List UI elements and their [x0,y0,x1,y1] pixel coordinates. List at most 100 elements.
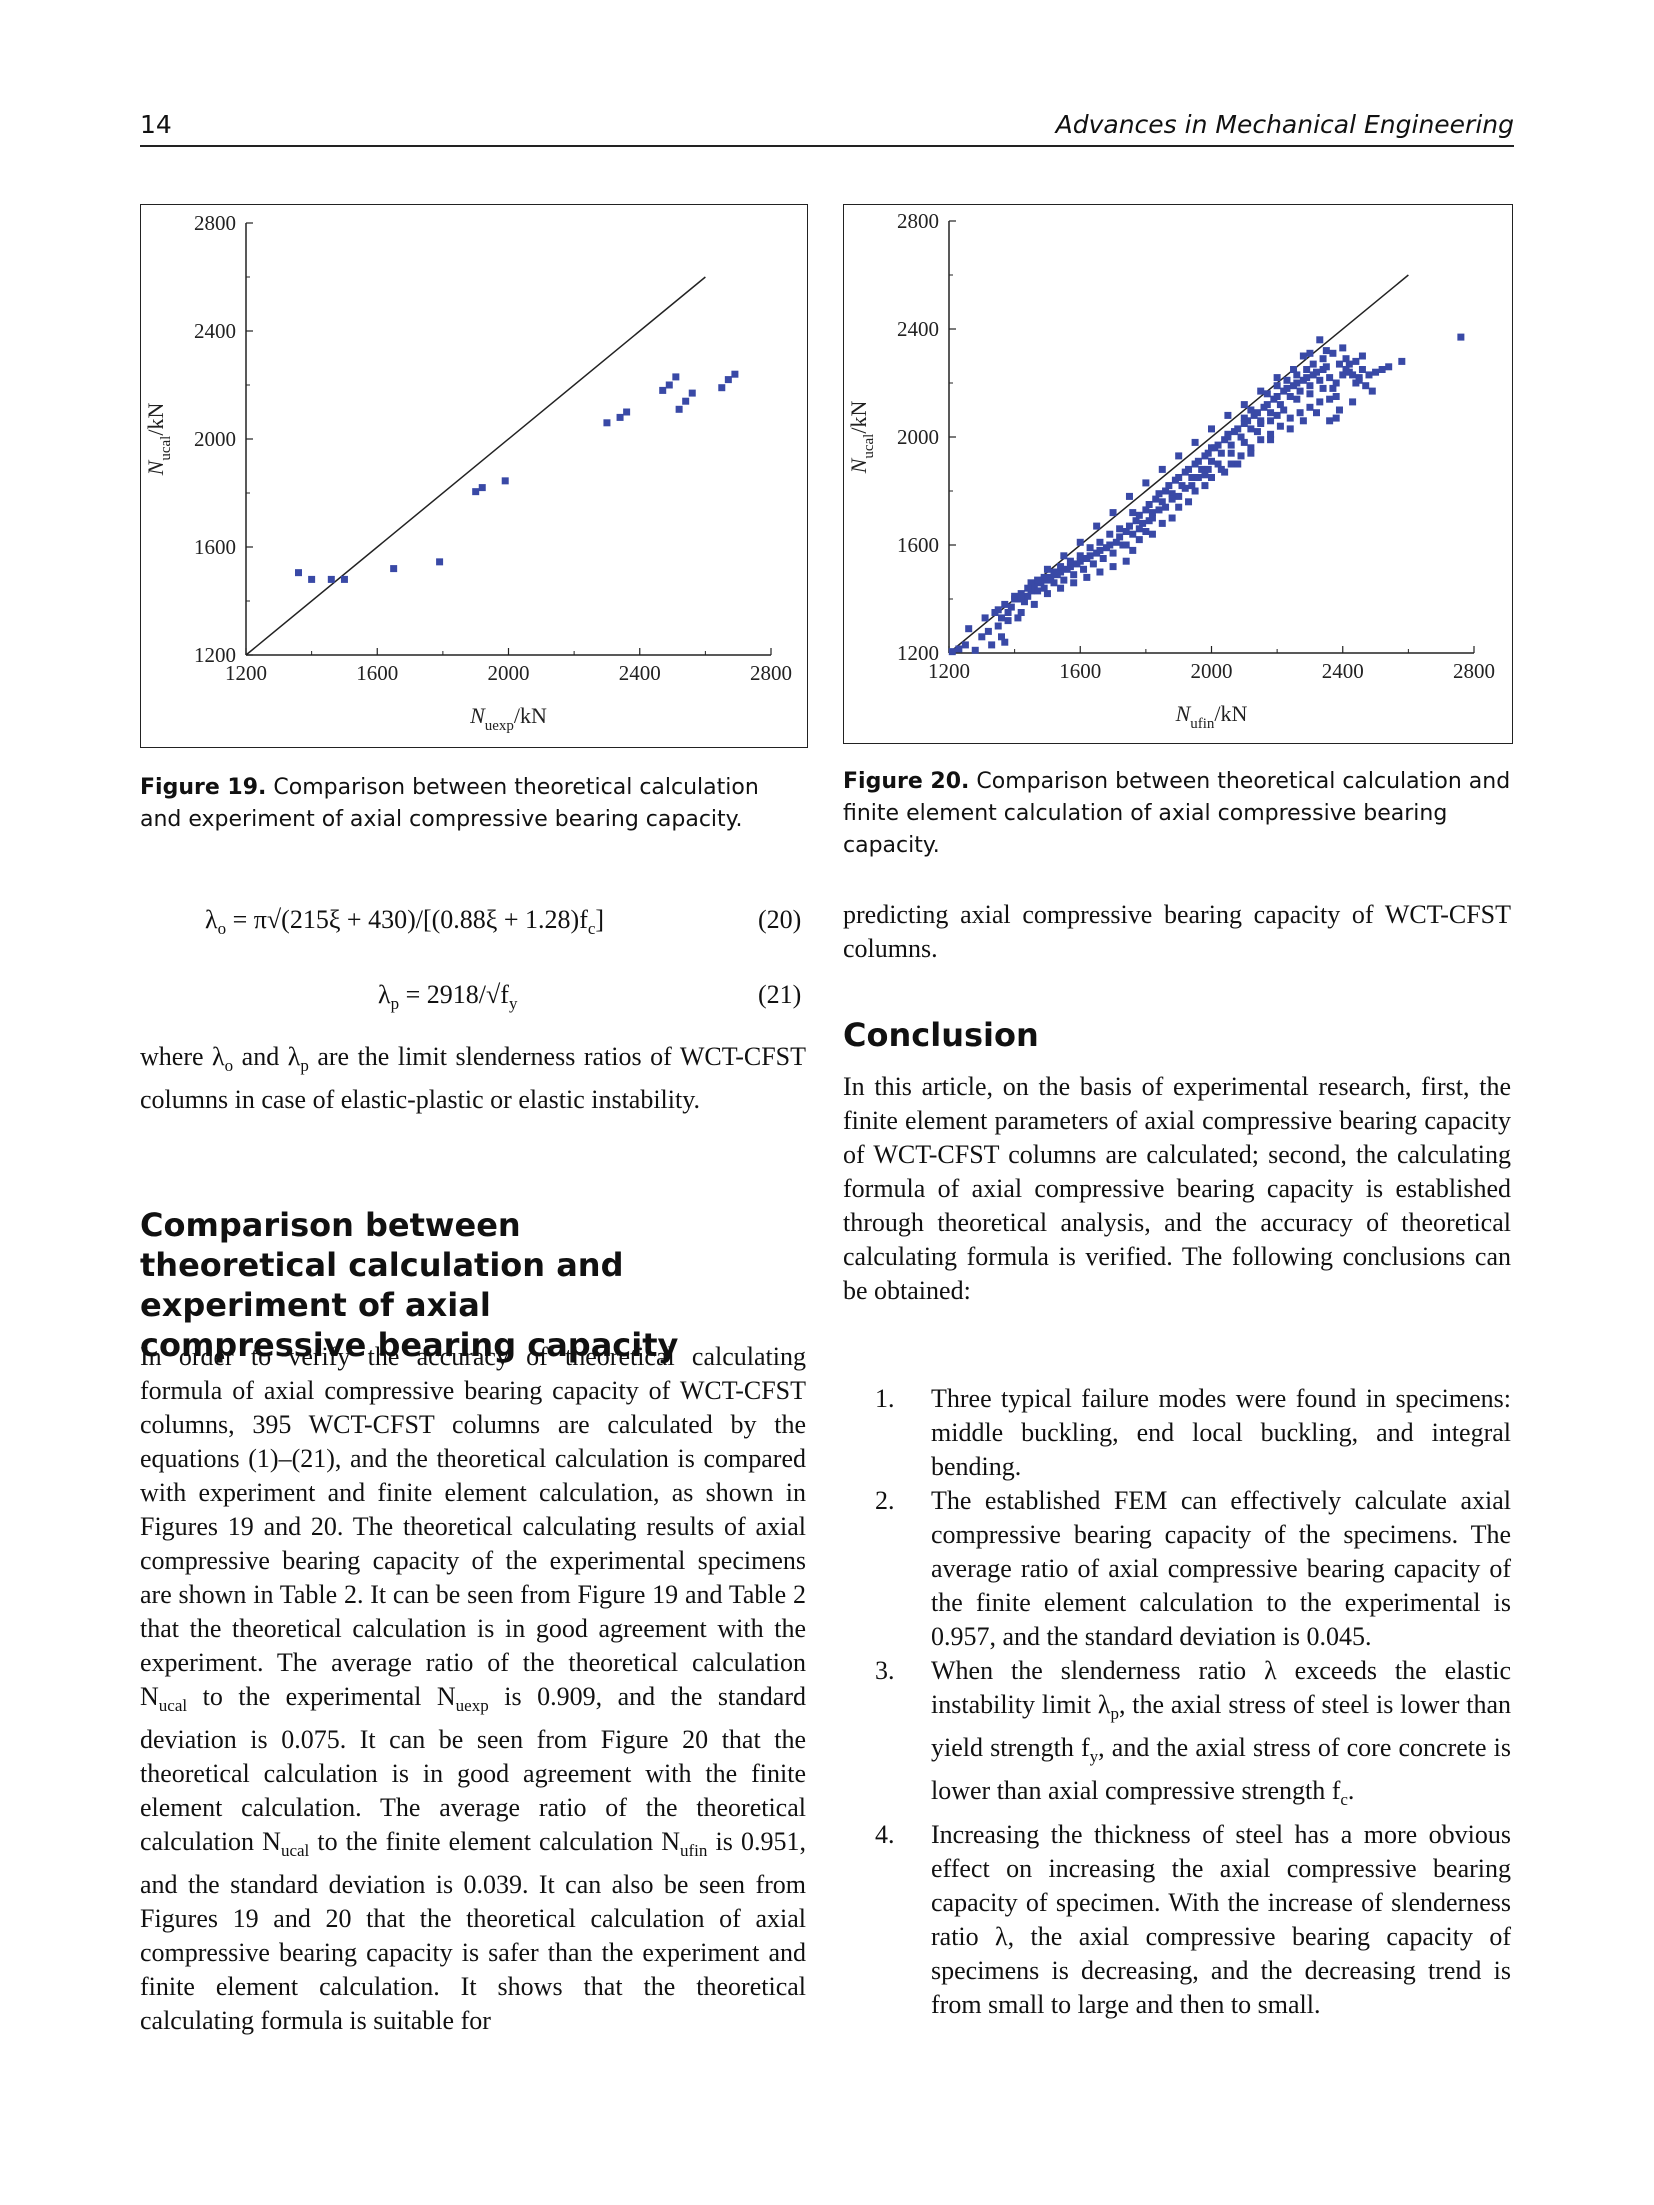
data-point [1066,557,1074,565]
list-item-text: When the slenderness ratio λ exceeds the… [931,1656,1511,1810]
data-point [1208,444,1215,452]
data-point [1306,382,1314,390]
list-item: 3. When the slenderness ratio λ exceeds … [843,1654,1511,1818]
data-point [1116,525,1124,533]
data-point [1217,449,1225,457]
data-point [1313,409,1320,417]
data-point [1040,584,1048,592]
figure-20-chart: 1200 1600 2000 2400 2800 1200 1600 2000 2400 2800… [843,204,1513,744]
data-point [1349,398,1357,406]
y-tick-label: 2800 [194,211,236,235]
figure-19-chart: 1200 1600 2000 2400 2800 1200 1600 2000 2400 2800… [140,204,808,748]
paragraph-conclusion-intro: In this article, on the basis of experim… [843,1072,1511,1305]
y-tick-label: 2400 [897,317,939,341]
data-point [1358,352,1366,360]
paragraph-comparison: In order to verify the accuracy of theor… [140,1342,806,2036]
data-point [1014,614,1022,622]
data-point [1342,355,1350,363]
data-point [1112,538,1120,546]
data-point [1319,384,1327,392]
data-point [1158,465,1166,473]
data-point [1240,401,1248,409]
data-point [1040,573,1048,581]
data-point [623,408,631,416]
data-point [1267,436,1275,444]
data-point [1329,384,1337,392]
y-tick-label: 2000 [194,427,236,451]
data-point [1286,425,1294,433]
journal-title: Advances in Mechanical Engineering [1055,110,1514,139]
section-heading-conclusion: Conclusion [843,1016,1039,1054]
data-point [1276,422,1284,430]
data-point [1188,474,1196,481]
data-point [1106,541,1114,549]
data-point [1145,517,1153,525]
data-point [1273,393,1281,400]
data-point [998,633,1005,641]
data-point [1296,387,1304,395]
data-point [1286,393,1294,400]
data-point [1263,390,1271,398]
data-point [1070,571,1078,579]
data-point [1194,474,1202,481]
data-point [1099,555,1107,562]
data-point [1299,352,1307,360]
x-tick-label: 1600 [1059,659,1101,683]
data-point [1076,557,1084,565]
x-axis-label: Nufin/kN [1175,701,1248,732]
data-point [1070,579,1078,587]
x-tick-label: 1200 [928,659,970,683]
data-point [1224,411,1232,419]
data-point [1208,457,1215,465]
data-point [1280,406,1288,414]
x-tick-label: 2800 [750,661,792,685]
y-axis-label: Nucal/kN [846,401,877,475]
data-point [1125,492,1133,500]
data-point [1253,409,1261,417]
data-point [1043,590,1051,598]
data-point [1142,528,1150,535]
list-item-number: 2. [875,1486,895,1515]
data-point [1043,565,1051,573]
data-point [1240,438,1248,446]
data-point [1267,417,1275,425]
data-point [327,575,335,583]
data-point [682,397,690,405]
data-point [1204,465,1212,473]
list-item: 1. Three typical failure modes were foun… [843,1382,1511,1484]
data-point [1148,530,1156,538]
data-point [1316,376,1324,384]
data-point [1322,363,1330,371]
data-point [295,569,302,577]
data-point [1339,371,1347,379]
data-point [1148,509,1156,517]
data-point [1247,449,1255,457]
data-point [1273,374,1281,382]
header-rule [140,145,1514,147]
equation-20-number: (20) [758,905,802,934]
data-point [998,614,1005,622]
data-point [1050,579,1058,587]
data-point [1293,395,1301,403]
data-point [961,641,969,649]
data-point [1135,525,1143,533]
data-point [955,645,963,653]
x-tick-label: 1200 [225,661,267,685]
equation-21-number: (21) [758,980,802,1009]
data-point [308,575,316,583]
data-point [1175,503,1183,511]
data-point [1290,366,1298,373]
data-point [390,565,398,573]
data-point [1234,460,1242,468]
data-point [1076,538,1084,546]
data-point [1057,568,1065,576]
paragraph-limit-slenderness: where λo and λp are the limit slendernes… [140,1042,806,1115]
paragraph-continued: predicting axial compressive bearing cap… [843,900,1511,963]
x-tick-label: 1600 [356,661,398,685]
y-tick-label: 1200 [897,641,939,665]
data-point [1267,430,1275,438]
data-point [1306,390,1314,398]
data-point [1257,387,1265,395]
data-point [1004,617,1012,625]
data-point [1349,371,1357,379]
